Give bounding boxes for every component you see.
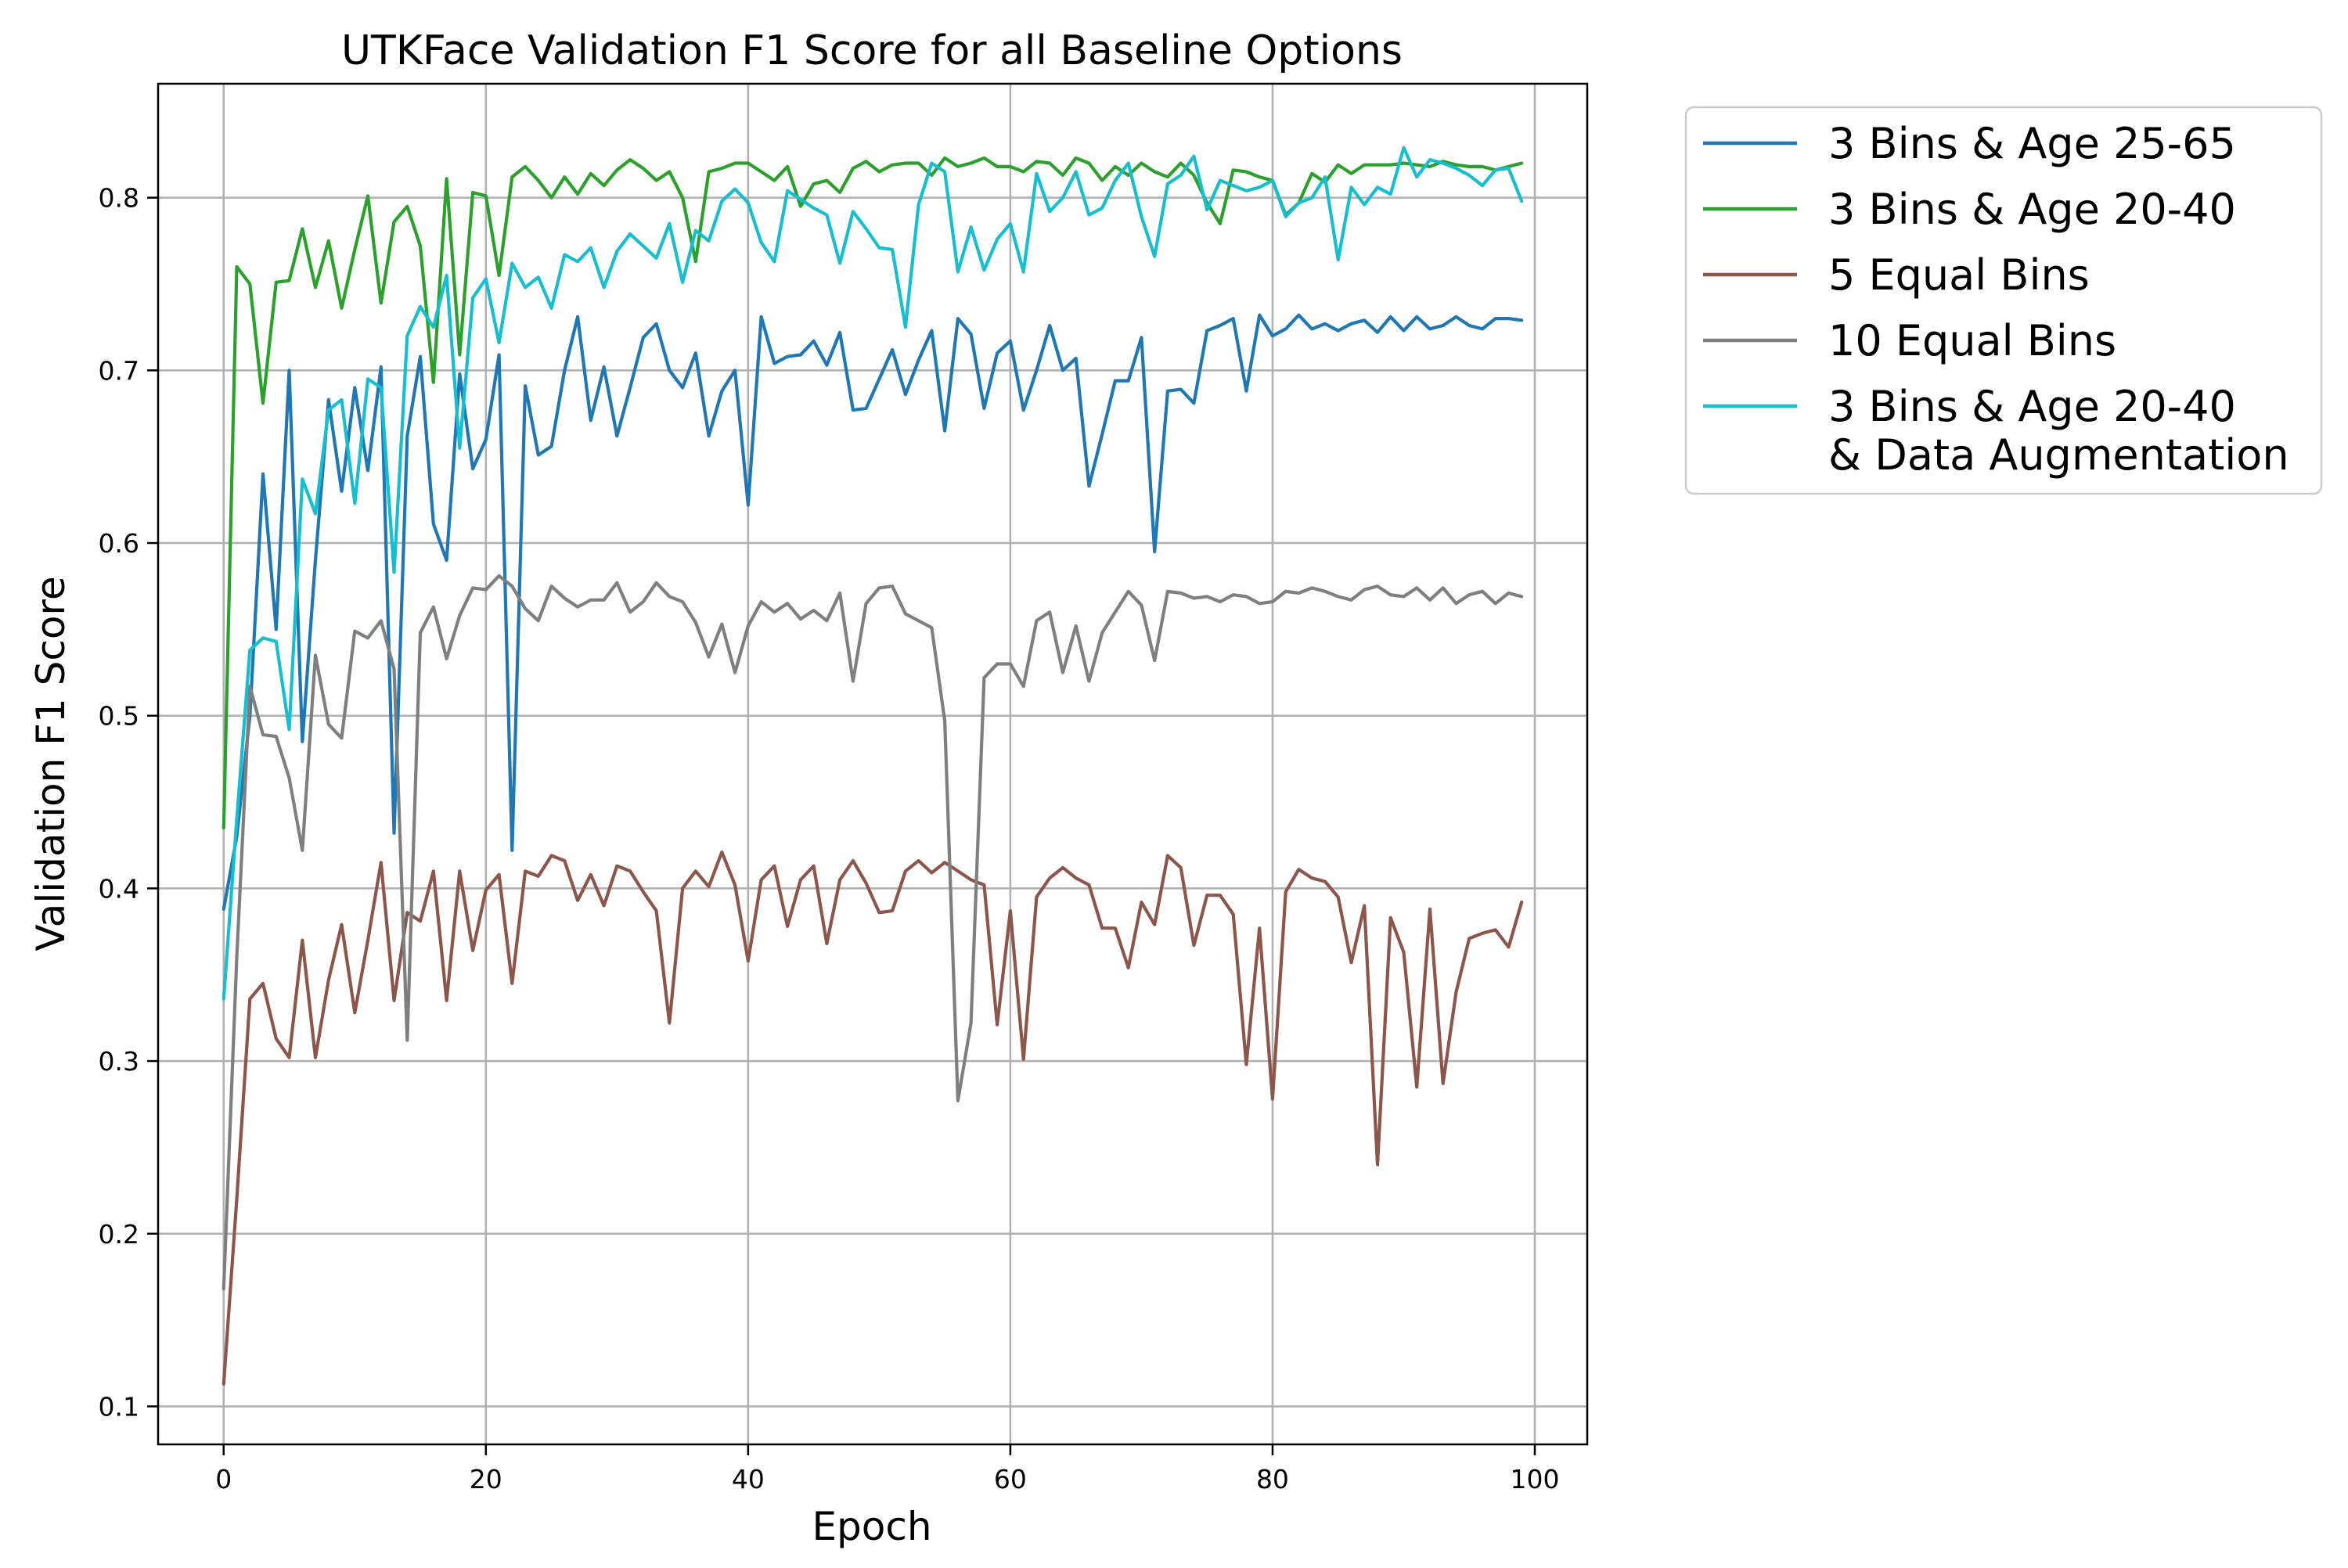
- x-tick-label: 60: [994, 1464, 1027, 1494]
- legend-box: [1684, 106, 2323, 495]
- y-tick-label: 0.7: [99, 355, 139, 386]
- legend-label: 3 Bins & Age 20-40 & Data Augmentation: [1828, 382, 2289, 480]
- y-tick-label: 0.8: [99, 183, 139, 214]
- y-tick-label: 0.1: [99, 1391, 139, 1422]
- series-lines: [221, 146, 1524, 1386]
- y-tick-label: 0.3: [99, 1046, 139, 1077]
- legend: 3 Bins & Age 25-65 3 Bins & Age 20-40 5 Eq…: [1684, 106, 2323, 495]
- legend-label: 10 Equal Bins: [1828, 316, 2116, 365]
- y-tick-label: 0.5: [99, 701, 139, 732]
- legend-label: 3 Bins & Age 20-40: [1828, 185, 2236, 234]
- axis-ticks: 0 20 40 60 80 100 0.1 0.2 0.3 0.4 0.5 0.6 0.7 0.8: [99, 183, 1560, 1494]
- y-tick-label: 0.4: [99, 873, 139, 904]
- x-tick-label: 40: [732, 1464, 765, 1494]
- grid: [158, 84, 1587, 1444]
- y-tick-label: 0.2: [99, 1219, 139, 1250]
- plot-area-frame: [157, 82, 1589, 1446]
- legend-label: 3 Bins & Age 25-65: [1828, 119, 2236, 168]
- series-line-5: [221, 146, 1524, 1001]
- x-tick-label: 20: [470, 1464, 502, 1494]
- y-tick-label: 0.6: [99, 528, 139, 559]
- series-line-3: [221, 850, 1524, 1386]
- legend-label: 5 Equal Bins: [1828, 250, 2090, 300]
- x-tick-label: 0: [215, 1464, 232, 1494]
- series-line-1: [221, 313, 1524, 911]
- chart-title: UTKFace Validation F1 Score for all Base…: [341, 27, 1403, 74]
- x-tick-label: 80: [1256, 1464, 1289, 1494]
- x-axis-title: Epoch: [812, 1504, 931, 1549]
- y-axis-title: Validation F1 Score: [28, 576, 74, 951]
- x-tick-label: 100: [1510, 1464, 1559, 1494]
- series-line-4: [221, 574, 1524, 1291]
- series-line-2: [221, 156, 1524, 830]
